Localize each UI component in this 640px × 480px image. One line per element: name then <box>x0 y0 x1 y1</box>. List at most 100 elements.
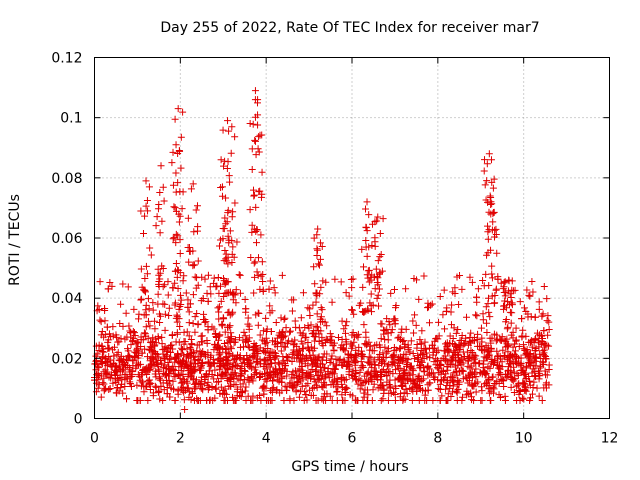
data-point <box>246 120 254 128</box>
data-point <box>318 339 326 347</box>
data-point <box>516 387 524 395</box>
data-point <box>171 115 179 123</box>
data-point <box>203 289 211 297</box>
data-point <box>492 286 500 294</box>
data-point <box>290 373 298 381</box>
data-point <box>245 378 253 386</box>
data-point <box>345 370 353 378</box>
data-point <box>363 252 371 260</box>
data-point <box>124 347 132 355</box>
data-point <box>270 367 278 375</box>
data-point <box>391 396 399 404</box>
data-point <box>230 290 238 298</box>
data-point <box>185 393 193 401</box>
data-point <box>185 332 193 340</box>
data-point <box>97 331 105 339</box>
data-point <box>532 373 540 381</box>
x-tick-label: 2 <box>176 431 185 447</box>
data-point <box>245 343 253 351</box>
data-point <box>260 382 268 390</box>
data-point <box>160 364 168 372</box>
data-point <box>249 396 257 404</box>
data-point <box>379 215 387 223</box>
data-point <box>288 296 296 304</box>
data-point <box>114 377 122 385</box>
data-point <box>264 345 272 353</box>
data-point <box>431 373 439 381</box>
data-point <box>309 301 317 309</box>
data-point <box>540 341 548 349</box>
data-point <box>141 330 149 338</box>
data-point <box>474 285 482 293</box>
data-point <box>423 396 431 404</box>
data-point <box>455 357 463 365</box>
data-point <box>229 243 237 251</box>
data-point <box>141 275 149 283</box>
data-point <box>224 309 232 317</box>
data-point <box>222 390 230 398</box>
data-point <box>236 376 244 384</box>
data-point <box>384 396 392 404</box>
data-point <box>150 342 158 350</box>
data-point <box>292 323 300 331</box>
data-point <box>520 345 528 353</box>
data-point <box>398 382 406 390</box>
data-point <box>126 380 134 388</box>
data-point <box>313 310 321 318</box>
data-point <box>345 292 353 300</box>
data-point <box>159 283 167 291</box>
data-point <box>450 349 458 357</box>
data-point <box>235 334 243 342</box>
data-point <box>247 362 255 370</box>
data-point <box>507 383 515 391</box>
data-point <box>116 320 124 328</box>
data-point <box>109 346 117 354</box>
data-point <box>359 283 367 291</box>
data-point <box>219 314 227 322</box>
data-point <box>318 243 326 251</box>
data-point <box>299 289 307 297</box>
data-point <box>135 351 143 359</box>
data-point <box>378 267 386 275</box>
data-point <box>487 193 495 201</box>
data-point <box>248 166 256 174</box>
data-point <box>427 369 435 377</box>
data-point <box>337 374 345 382</box>
data-point <box>165 365 173 373</box>
data-point <box>348 284 356 292</box>
data-point <box>185 243 193 251</box>
data-point <box>316 239 324 247</box>
data-point <box>185 308 193 316</box>
data-point <box>222 250 230 258</box>
data-point <box>380 386 388 394</box>
data-point <box>386 384 394 392</box>
data-point <box>350 338 358 346</box>
data-point <box>407 337 415 345</box>
data-point <box>536 364 544 372</box>
data-point <box>488 270 496 278</box>
data-point <box>432 355 440 363</box>
data-point <box>191 365 199 373</box>
data-point <box>408 396 416 404</box>
data-point <box>465 373 473 381</box>
data-point <box>462 334 470 342</box>
data-point <box>221 247 229 255</box>
data-point <box>511 375 519 383</box>
data-point <box>415 362 423 370</box>
data-point <box>484 300 492 308</box>
data-point <box>441 325 449 333</box>
data-point <box>263 356 271 364</box>
data-point <box>505 276 513 284</box>
data-point <box>306 386 314 394</box>
data-point <box>277 369 285 377</box>
data-point <box>106 330 114 338</box>
data-point <box>435 318 443 326</box>
data-point <box>129 337 137 345</box>
data-point <box>224 117 232 125</box>
data-point <box>454 326 462 334</box>
data-point <box>142 177 150 185</box>
y-axis-label: ROTI / TECUs <box>7 194 23 286</box>
data-point <box>288 307 296 315</box>
data-point <box>314 246 322 254</box>
data-point <box>362 341 370 349</box>
